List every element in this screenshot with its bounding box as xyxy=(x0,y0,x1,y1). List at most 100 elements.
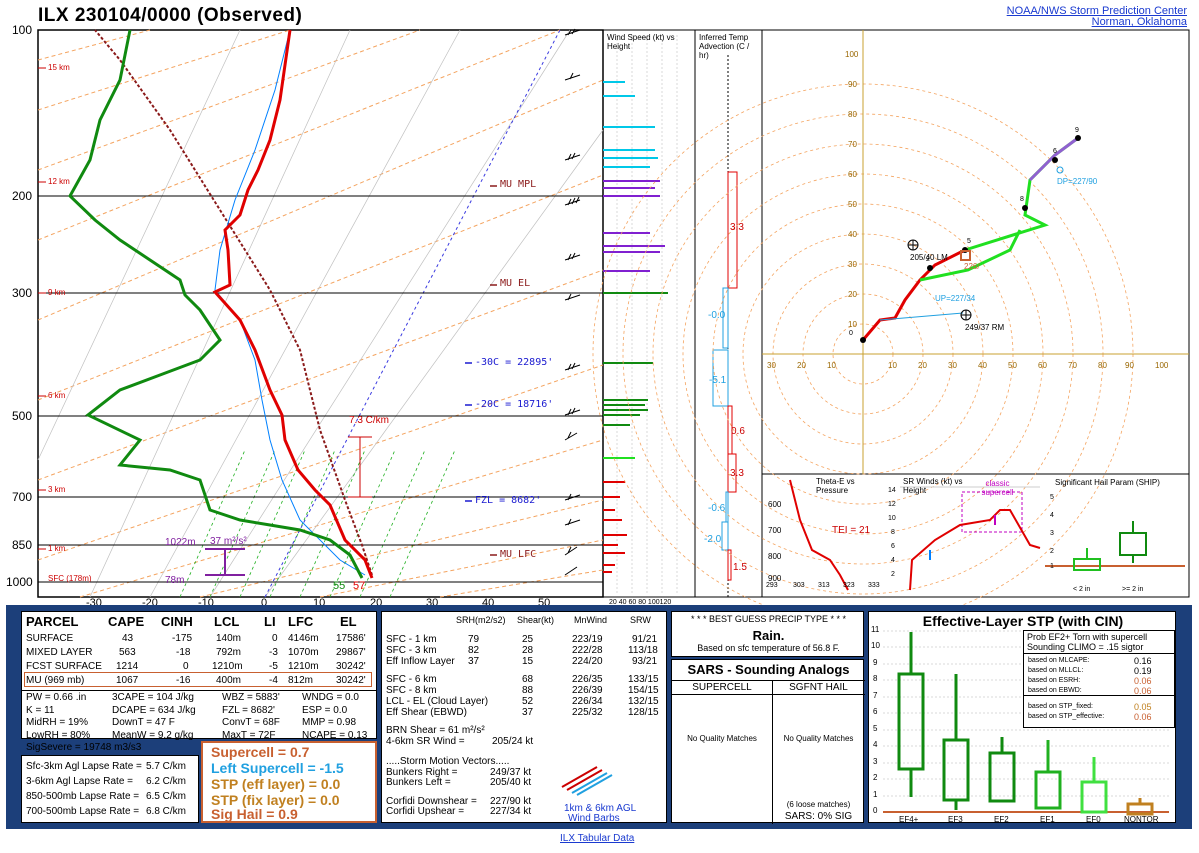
tadv-value: 3.3 xyxy=(730,222,744,233)
wind-profile-title: Wind Speed (kt) vs Height xyxy=(607,33,675,51)
stp-ytick: 6 xyxy=(873,707,878,716)
lapse-label: 850-500mb Lapse Rate = xyxy=(26,791,140,802)
lfc-value: 1070m xyxy=(288,647,319,658)
li-value: 0 xyxy=(272,633,278,644)
ship-ytick: 1 xyxy=(1050,563,1054,570)
hodo-ytick: 40 xyxy=(848,230,857,239)
hodo-xtick: 80 xyxy=(1098,361,1107,370)
lcl-value: 1210m xyxy=(212,661,243,672)
hodo-xtick: 60 xyxy=(1038,361,1047,370)
theta-xtick: 303 xyxy=(793,582,805,589)
prob-value: 0.06 xyxy=(1134,686,1152,696)
hodo-ytick: 70 xyxy=(848,140,857,149)
mnwind-value: 226/34 xyxy=(572,696,603,707)
hodo-xtick: 20 xyxy=(797,361,806,370)
tabular-data-link[interactable]: ILX Tabular Data xyxy=(560,833,635,844)
hodo-xtick: 30 xyxy=(948,361,957,370)
sr-ytick: 4 xyxy=(891,557,895,564)
tadv-value: -2.0 xyxy=(704,534,722,545)
hodo-point: 8 xyxy=(1020,196,1024,203)
precip-note: Based on sfc temperature of 56.8 F. xyxy=(697,643,840,653)
sfc-dewpoint: 55 xyxy=(333,580,346,592)
parcel-rows: SURFACE 43 -175 140m 0 4146m 17586' MIXE… xyxy=(26,632,376,688)
hodo-xtick: 10 xyxy=(827,361,836,370)
table-row: MU (969 mb) 1067 -16 400m -4 812m 30242' xyxy=(26,674,376,688)
el-value: 30242' xyxy=(336,661,366,672)
prob-values: 0.16 0.19 0.06 0.06 0.05 0.06 xyxy=(1134,656,1152,722)
tadv-value: 3.3 xyxy=(730,468,744,479)
lcl-value: 400m xyxy=(216,675,242,686)
lfc-value: 812m xyxy=(288,675,314,686)
hodo-point: 9 xyxy=(1075,127,1079,134)
barb-caption-2: Wind Barbs xyxy=(568,813,620,824)
convt-value: ConvT = 68F xyxy=(222,717,280,728)
shear-value: 37 xyxy=(522,707,534,718)
pressure-tick: 850 xyxy=(12,538,33,552)
org-location-link[interactable]: Norman, Oklahoma xyxy=(1091,16,1187,28)
upshear-label: UP=227/34 xyxy=(935,294,976,303)
tadv-value: -5.1 xyxy=(709,375,727,386)
theta-ytick: 600 xyxy=(768,500,782,509)
lapse-label: Sfc-3km Agl Lapse Rate = xyxy=(26,761,142,772)
lowrh-value: LowRH = 80% xyxy=(26,729,91,741)
srh-label: 37 m²/s² xyxy=(210,536,247,547)
page-title: ILX 230104/0000 (Observed) xyxy=(38,5,303,26)
parcel-trace xyxy=(94,29,373,576)
stp-category: EF3 xyxy=(948,815,963,824)
hodo-xtick: 30 xyxy=(767,361,776,370)
srh-value: 82 xyxy=(468,645,480,656)
stp-eff-value: STP (eff layer) = 0.0 xyxy=(211,776,341,792)
pressure-tick: 1000 xyxy=(6,575,33,589)
theta-panel-title: Theta-E vs Pressure xyxy=(816,477,855,495)
lapse-labels: Sfc-3km Agl Lapse Rate = 3-6km Agl Lapse… xyxy=(26,759,142,819)
hodo-xtick: 70 xyxy=(1068,361,1077,370)
el-value: 30242' xyxy=(336,675,366,686)
hodo-point: 5 xyxy=(967,238,971,245)
org-link[interactable]: NOAA/NWS Storm Prediction Center xyxy=(1006,5,1187,17)
prob-value: 0.06 xyxy=(1134,712,1152,722)
table-row: SFC - 6 km 68 226/35 133/15 xyxy=(386,674,666,685)
height-label: SFC (178m) xyxy=(48,574,92,583)
kinematic-rows-1: SFC - 1 km 79 25 223/19 91/21 SFC - 3 km 82 28… xyxy=(386,634,666,667)
ship-ytick: 3 xyxy=(1050,530,1054,537)
barb-caption-1: 1km & 6km AGL xyxy=(564,803,637,814)
ncape-value: NCAPE = 0.13 xyxy=(302,729,368,741)
table-row: Eff Inflow Layer 37 15 224/20 93/21 xyxy=(386,656,666,667)
cinh-value: -175 xyxy=(172,633,193,644)
stp-category: EF2 xyxy=(994,815,1009,824)
srw-value: 113/18 xyxy=(628,645,658,656)
stp-ytick: 8 xyxy=(873,674,878,683)
stp-category: EF0 xyxy=(1086,815,1101,824)
hodo-trace-high xyxy=(1028,136,1079,182)
height-label: 9 km xyxy=(48,288,66,297)
prob-label: based on EBWD: xyxy=(1028,687,1082,694)
table-row: FCST SURFACE 1214 0 1210m -5 1210m 30242… xyxy=(26,660,376,674)
hodo-xtick: 10 xyxy=(888,361,897,370)
midrh-value: MidRH = 19% xyxy=(26,717,88,728)
pressure-tick: 100 xyxy=(12,23,33,37)
supercell-value: Supercell = 0.7 xyxy=(211,744,310,760)
mnwind-value: 225/32 xyxy=(572,707,603,718)
sars-supercell-header: SUPERCELL xyxy=(692,682,752,693)
stp-ytick: 4 xyxy=(873,740,878,749)
sars-hail-header: SGFNT HAIL xyxy=(789,682,848,693)
lapse-value: 6.2 C/km xyxy=(146,776,187,787)
theta-xtick: 323 xyxy=(843,582,855,589)
prob-box: Prob EF2+ Torn with supercell Sounding C… xyxy=(1023,630,1175,728)
lapse-value: 6.5 C/km xyxy=(146,791,187,802)
cinh-header: CINH xyxy=(161,614,193,629)
parcel-panel: PARCEL CAPE CINH LCL LI LFC EL SURFACE 4… xyxy=(21,611,377,753)
layer-name: Eff Inflow Layer xyxy=(386,656,455,667)
theta-ytick: 700 xyxy=(768,526,782,535)
stp-title: Effective-Layer STP (with CIN) xyxy=(922,613,1124,629)
hodo-xtick: 20 xyxy=(918,361,927,370)
sr-ytick: 10 xyxy=(888,515,896,522)
org-credit: NOAA/NWS Storm Prediction Center Norman,… xyxy=(1007,6,1187,28)
li-value: -4 xyxy=(269,675,278,686)
downshear-label: DP=227/90 xyxy=(1057,177,1098,186)
bunkers-left-label: Bunkers Left = xyxy=(386,777,451,788)
composite-panel: Supercell = 0.7 Left Supercell = -1.5 ST… xyxy=(201,741,377,823)
sr-panel-title: SR Winds (kt) vs Height xyxy=(903,477,963,495)
prob-title-2: Sounding CLIMO = .15 sigtor xyxy=(1027,642,1144,652)
thermo-col-3: WBZ = 5883' FZL = 8682' ConvT = 68F MaxT… xyxy=(222,692,280,742)
